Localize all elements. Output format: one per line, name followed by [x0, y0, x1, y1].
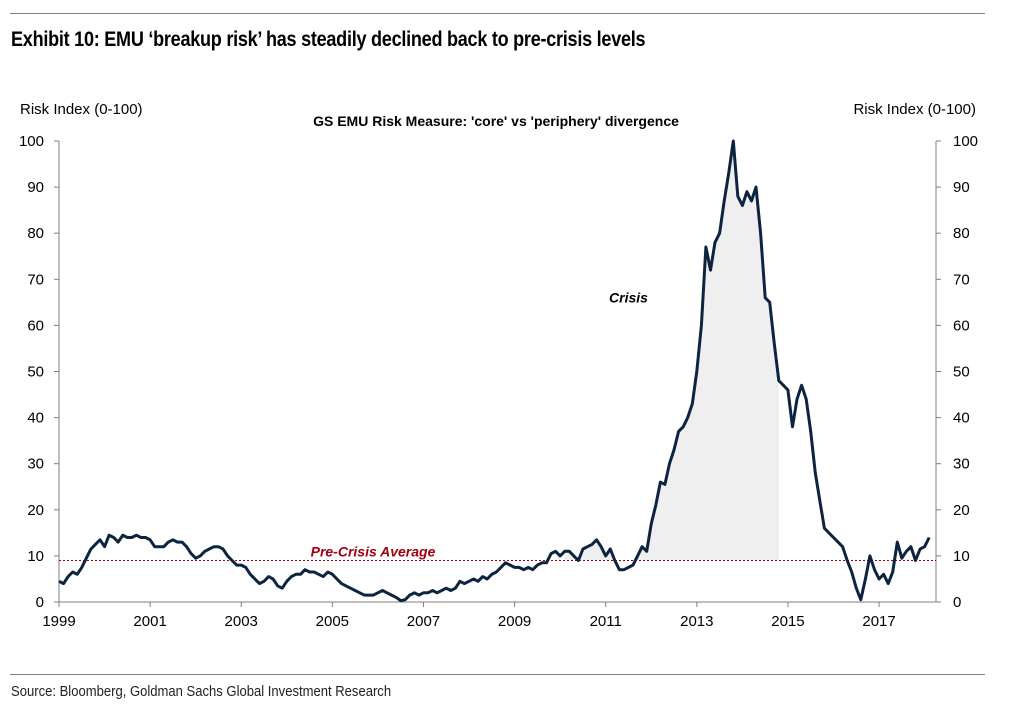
left-y-tick-label: 50: [27, 364, 44, 381]
left-y-tick-label: 30: [27, 456, 44, 473]
right-y-tick-label: 100: [953, 133, 978, 150]
right-y-tick-label: 60: [953, 317, 970, 334]
x-tick-label: 2013: [680, 613, 713, 630]
left-y-tick-label: 80: [27, 225, 44, 242]
left-y-tick-label: 100: [19, 133, 44, 150]
right-y-tick-label: 20: [953, 502, 970, 519]
chart-axes: 0 0 10 10 20 20 30 30 40 40 50 50 60 60 70 70 80 80 90 90 10…: [19, 133, 978, 630]
pre-crisis-average-label: Pre-Crisis Average: [311, 544, 436, 560]
x-tick-label: 2011: [590, 613, 622, 630]
left-y-tick-label: 0: [36, 594, 44, 611]
left-axis-label: Risk Index (0-100): [20, 101, 143, 118]
crisis-shaded-area: [564, 141, 779, 561]
exhibit-title: Exhibit 10: EMU ‘breakup risk’ has stead…: [11, 28, 646, 51]
x-tick-label: 1999: [42, 613, 75, 630]
x-tick-label: 2007: [407, 613, 440, 630]
source-note: Source: Bloomberg, Goldman Sachs Global …: [11, 684, 392, 700]
x-tick-label: 2005: [316, 613, 349, 630]
x-tick-label: 2015: [771, 613, 804, 630]
crisis-label: Crisis: [609, 289, 648, 305]
bottom-rule: [10, 674, 985, 675]
right-y-tick-label: 10: [953, 548, 970, 565]
series-line-emu-risk: [58, 139, 931, 603]
x-tick-label: 2009: [498, 613, 531, 630]
x-tick-label: 2003: [225, 613, 258, 630]
right-y-tick-label: 40: [953, 410, 970, 427]
left-y-tick-label: 70: [27, 271, 44, 288]
chart-title: GS EMU Risk Measure: 'core' vs 'peripher…: [313, 113, 679, 129]
right-y-tick-label: 30: [953, 456, 970, 473]
right-y-tick-label: 80: [953, 225, 970, 242]
right-y-tick-label: 90: [953, 179, 970, 196]
right-y-tick-label: 0: [953, 594, 961, 611]
left-y-tick-label: 40: [27, 410, 44, 427]
left-y-tick-label: 10: [27, 548, 44, 565]
x-tick-label: 2001: [133, 613, 166, 630]
top-rule: [10, 13, 985, 14]
left-y-tick-label: 90: [27, 179, 44, 196]
right-y-tick-label: 50: [953, 364, 970, 381]
left-y-tick-label: 60: [27, 317, 44, 334]
right-axis-label: Risk Index (0-100): [853, 101, 976, 118]
right-y-tick-label: 70: [953, 271, 970, 288]
x-tick-label: 2017: [862, 613, 895, 630]
left-y-tick-label: 20: [27, 502, 44, 519]
